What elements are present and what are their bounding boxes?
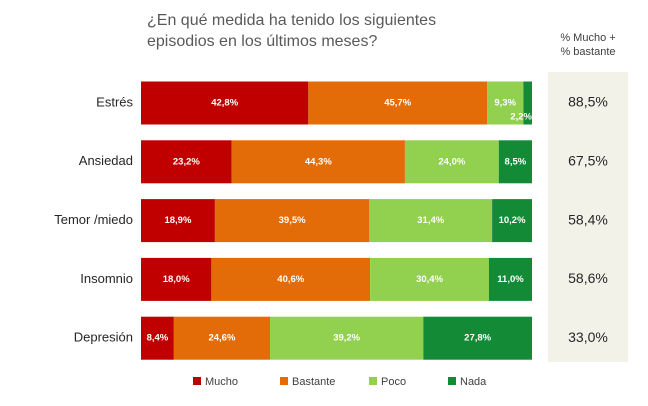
bar-segment	[423, 316, 532, 360]
data-label: 40,6%	[277, 274, 304, 285]
bar-segment	[370, 257, 489, 301]
data-label: 27,8%	[464, 333, 491, 344]
bar-segment	[141, 81, 309, 125]
bar-segment	[141, 257, 212, 301]
side-value: 58,4%	[568, 211, 608, 227]
bar-segment	[141, 316, 174, 360]
side-header: % bastante	[560, 46, 615, 58]
bar-segment	[487, 81, 524, 125]
data-label: 45,7%	[384, 98, 411, 109]
data-label: 23,2%	[173, 156, 200, 167]
side-value: 88,5%	[568, 94, 608, 110]
legend-label: Poco	[381, 376, 406, 388]
legend-label: Mucho	[205, 376, 238, 388]
data-label: 2,2%	[510, 112, 532, 123]
side-value: 58,6%	[568, 270, 608, 286]
bar-segment	[369, 199, 493, 243]
legend-swatch	[280, 377, 288, 385]
chart-title: ¿En qué medida ha tenido los siguientes …	[147, 12, 437, 50]
data-label: 39,5%	[279, 215, 306, 226]
bar-segment	[488, 257, 532, 301]
bar-segment	[270, 316, 424, 360]
category-label: Ansiedad	[79, 153, 133, 168]
bar-segment	[498, 140, 532, 184]
bar-segment	[231, 140, 405, 184]
legend-swatch	[448, 377, 456, 385]
side-value: 67,5%	[568, 153, 608, 169]
data-label: 24,0%	[438, 156, 465, 167]
side-column-bg	[548, 72, 628, 362]
legend-label: Bastante	[292, 376, 335, 388]
bar-segment	[523, 81, 532, 125]
legend-swatch	[369, 377, 377, 385]
category-label: Insomnio	[80, 271, 133, 286]
bar-segment	[492, 199, 532, 243]
category-label: Estrés	[96, 94, 133, 109]
data-label: 39,2%	[333, 333, 360, 344]
data-label: 11,0%	[497, 274, 524, 285]
data-label: 9,3%	[494, 98, 516, 109]
bar-segment	[141, 140, 232, 184]
data-label: 18,9%	[164, 215, 191, 226]
data-label: 30,4%	[416, 274, 443, 285]
data-label: 8,5%	[505, 156, 527, 167]
data-label: 10,2%	[499, 215, 526, 226]
bar-segment	[141, 199, 215, 243]
data-label: 42,8%	[211, 98, 238, 109]
data-label: 18,0%	[163, 274, 190, 285]
data-label: 31,4%	[417, 215, 444, 226]
bar-segment	[173, 316, 271, 360]
category-label: Temor /miedo	[54, 212, 133, 227]
bar-segment	[211, 257, 371, 301]
bar-segment	[308, 81, 488, 125]
data-label: 24,6%	[208, 333, 235, 344]
category-label: Depresión	[74, 330, 133, 345]
bar-segment	[214, 199, 370, 243]
side-header: % Mucho +	[560, 32, 615, 44]
legend-swatch	[193, 377, 201, 385]
side-value: 33,0%	[568, 329, 608, 345]
data-label: 44,3%	[305, 156, 332, 167]
bar-segment	[404, 140, 499, 184]
legend-label: Nada	[460, 376, 487, 388]
data-label: 8,4%	[147, 333, 169, 344]
